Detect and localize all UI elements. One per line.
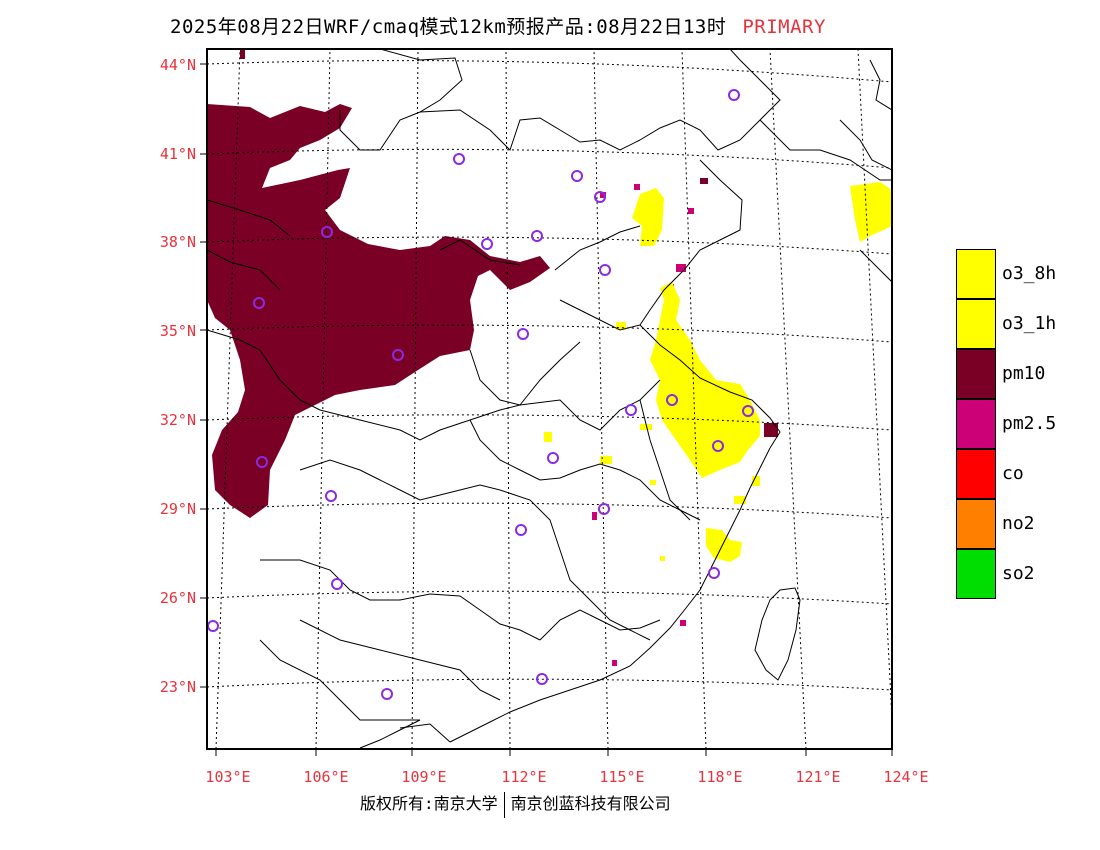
legend-label: co [1002,463,1024,484]
tick-marks [200,63,893,756]
lat-label-38: 38°N [159,233,196,251]
lat-label-23: 23°N [159,678,196,696]
lat-label-29: 29°N [159,500,196,518]
legend-swatch [956,449,996,499]
legend-swatch [956,399,996,449]
copyright-left: 版权所有:南京大学 [360,794,498,813]
legend-label: pm2.5 [1002,413,1057,434]
legend-swatch [956,299,996,349]
map-frame [206,48,893,750]
lon-label-115: 115°E [599,768,645,786]
title-tag: PRIMARY [742,16,826,38]
lon-label-103: 103°E [205,768,251,786]
footer-divider [503,791,505,818]
lon-label-124: 124°E [883,768,929,786]
legend-swatch [956,249,996,299]
lon-label-109: 109°E [401,768,447,786]
lon-label-112: 112°E [501,768,547,786]
lat-label-41: 41°N [159,145,196,163]
boundary-lines [207,49,892,749]
lon-label-118: 118°E [697,768,743,786]
station-markers [207,89,754,700]
lon-label-121: 121°E [795,768,841,786]
copyright-footer: 版权所有:南京大学 南京创蓝科技有限公司 [360,790,671,818]
longitude-grid [215,49,892,749]
o3-regions [544,182,892,562]
lat-label-32: 32°N [159,411,196,429]
lon-label-106: 106°E [303,768,349,786]
legend-swatch [956,499,996,549]
legend-label: o3_1h [1002,313,1057,334]
legend-label: o3_8h [1002,263,1057,284]
pm10-region-west [207,104,550,518]
copyright-right: 南京创蓝科技有限公司 [510,794,671,813]
map-title: 2025年08月22日WRF/cmaq模式12km预报产品:08月22日13时 P… [170,12,826,39]
lat-label-44: 44°N [159,56,196,74]
pm10-beijing [700,178,708,184]
legend-label: pm10 [1002,363,1046,384]
lat-label-26: 26°N [159,589,196,607]
title-main: 2025年08月22日WRF/cmaq模式12km预报产品:08月22日13时 [170,16,727,38]
legend-swatch [956,349,996,399]
legend-swatch [956,549,996,599]
legend-label: so2 [1002,563,1035,584]
pm10-top-patch [240,49,245,59]
lat-label-35: 35°N [159,322,196,340]
pm10-shanghai [764,423,778,437]
legend-label: no2 [1002,513,1035,534]
